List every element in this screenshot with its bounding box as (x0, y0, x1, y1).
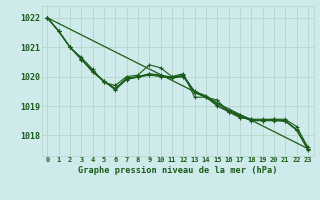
X-axis label: Graphe pression niveau de la mer (hPa): Graphe pression niveau de la mer (hPa) (78, 166, 277, 175)
